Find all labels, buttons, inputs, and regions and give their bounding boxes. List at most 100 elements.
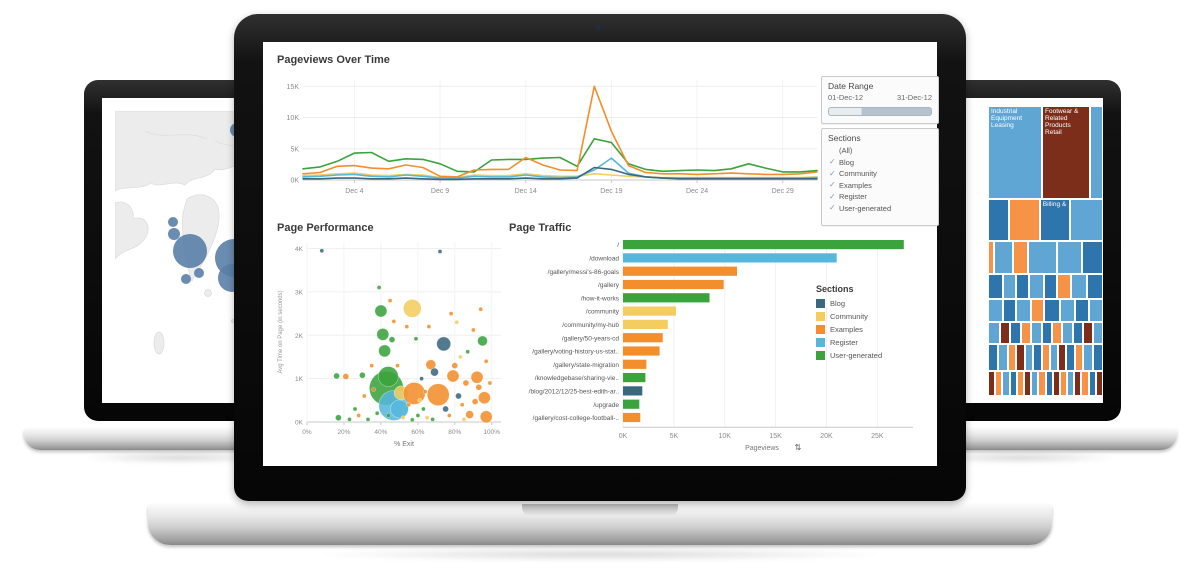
treemap-cell[interactable]: [1044, 274, 1058, 299]
treemap-cell[interactable]: [1009, 371, 1017, 396]
bubble[interactable]: [458, 354, 463, 360]
treemap-cell[interactable]: [1042, 343, 1051, 372]
bar[interactable]: [623, 333, 663, 343]
bubble[interactable]: [376, 285, 382, 290]
treemap-cell[interactable]: [1007, 343, 1016, 372]
bubble[interactable]: [454, 319, 459, 325]
bubble[interactable]: [404, 324, 410, 329]
treemap-cell[interactable]: [1088, 371, 1096, 396]
bubble[interactable]: [387, 298, 393, 303]
treemap-cell[interactable]: [1050, 343, 1059, 372]
treemap-cell[interactable]: [1015, 343, 1025, 372]
treemap-cell[interactable]: [1090, 106, 1103, 199]
treemap-cell[interactable]: [1045, 371, 1053, 396]
treemap-cell[interactable]: [998, 343, 1008, 372]
treemap-cell[interactable]: [1070, 274, 1087, 299]
bubble[interactable]: [479, 410, 493, 424]
treemap-cell[interactable]: [988, 343, 999, 372]
bar[interactable]: [623, 373, 646, 383]
bubble[interactable]: [424, 415, 430, 420]
treemap-cell[interactable]: [1092, 322, 1103, 344]
bubble[interactable]: [487, 380, 493, 386]
bubble[interactable]: [402, 382, 426, 405]
bubble[interactable]: [400, 415, 406, 420]
treemap-cell[interactable]: [1031, 298, 1045, 323]
bubble[interactable]: [446, 369, 460, 383]
treemap-cell[interactable]: [1024, 343, 1033, 372]
treemap-cell[interactable]: [993, 240, 1014, 275]
bubble[interactable]: [378, 344, 391, 358]
treemap-cell[interactable]: [1069, 198, 1104, 241]
treemap-cell[interactable]: [1061, 322, 1074, 344]
bubble[interactable]: [376, 328, 390, 341]
bar[interactable]: [623, 412, 641, 423]
bubble[interactable]: [483, 359, 489, 364]
treemap-cell[interactable]: [1009, 322, 1022, 344]
bubble[interactable]: [388, 336, 396, 343]
bubble[interactable]: [403, 299, 422, 318]
treemap-cell[interactable]: [1031, 371, 1039, 396]
bubble[interactable]: [459, 402, 465, 407]
bubble[interactable]: [369, 363, 374, 368]
bubble[interactable]: [419, 376, 424, 381]
bubble[interactable]: [378, 366, 399, 387]
treemap-cell[interactable]: [1032, 343, 1042, 372]
treemap-cell[interactable]: [1075, 343, 1084, 372]
treemap-cell[interactable]: [988, 274, 1003, 299]
treemap-cell[interactable]: [1074, 298, 1089, 323]
map-bubble[interactable]: [168, 217, 178, 227]
bubble[interactable]: [415, 413, 421, 418]
bubble[interactable]: [342, 373, 350, 380]
treemap-cell[interactable]: [1052, 322, 1062, 344]
line-series-User-generated[interactable]: [302, 138, 818, 173]
bubble[interactable]: [455, 392, 462, 400]
bar[interactable]: [623, 386, 643, 396]
legend-item[interactable]: User-generated: [816, 349, 928, 362]
section-filter-item[interactable]: ✓ Register: [822, 191, 938, 203]
treemap-cell[interactable]: [1008, 198, 1040, 241]
bubble[interactable]: [430, 367, 439, 377]
treemap-cell[interactable]: [1042, 322, 1053, 344]
map-bubble[interactable]: [173, 234, 207, 268]
bubble[interactable]: [362, 393, 367, 399]
treemap-cell[interactable]: [1083, 343, 1093, 372]
treemap-cell[interactable]: [1029, 274, 1045, 299]
bubble[interactable]: [478, 306, 483, 312]
bar[interactable]: [623, 306, 676, 316]
bubble[interactable]: [461, 417, 467, 422]
treemap-cell[interactable]: [1057, 274, 1071, 299]
treemap-cell[interactable]: [1086, 274, 1104, 299]
bubble[interactable]: [395, 363, 400, 368]
treemap-cell[interactable]: [988, 371, 996, 396]
bubble[interactable]: [391, 319, 397, 324]
treemap-cell[interactable]: [1044, 298, 1060, 323]
treemap-cell[interactable]: [1092, 343, 1103, 372]
bar[interactable]: [623, 266, 737, 276]
bubble[interactable]: [422, 389, 428, 394]
bubble[interactable]: [386, 413, 391, 418]
bubble[interactable]: [374, 304, 388, 318]
treemap-cell[interactable]: [1016, 371, 1024, 396]
treemap-cell[interactable]: [1083, 322, 1093, 344]
bubble[interactable]: [413, 336, 419, 341]
treemap-cell[interactable]: [1002, 371, 1010, 396]
date-range-slider[interactable]: [828, 107, 932, 116]
bar[interactable]: [623, 346, 660, 356]
bubble[interactable]: [356, 413, 361, 418]
bubble[interactable]: [421, 406, 426, 412]
map-bubble[interactable]: [168, 228, 180, 240]
bubble[interactable]: [347, 417, 352, 422]
bubble[interactable]: [477, 335, 488, 347]
bubble[interactable]: [437, 249, 443, 254]
treemap-cell[interactable]: [1058, 343, 1067, 372]
bubble[interactable]: [465, 349, 470, 354]
treemap-cell[interactable]: [1002, 274, 1016, 299]
bubble[interactable]: [451, 362, 459, 369]
treemap-cell[interactable]: [1081, 371, 1089, 396]
bubble[interactable]: [374, 411, 380, 416]
bubble[interactable]: [471, 327, 476, 333]
treemap-cell[interactable]: [1095, 371, 1103, 396]
treemap-cell[interactable]: [1059, 371, 1068, 396]
treemap-cell[interactable]: [1066, 343, 1076, 372]
bubble[interactable]: [442, 405, 449, 413]
